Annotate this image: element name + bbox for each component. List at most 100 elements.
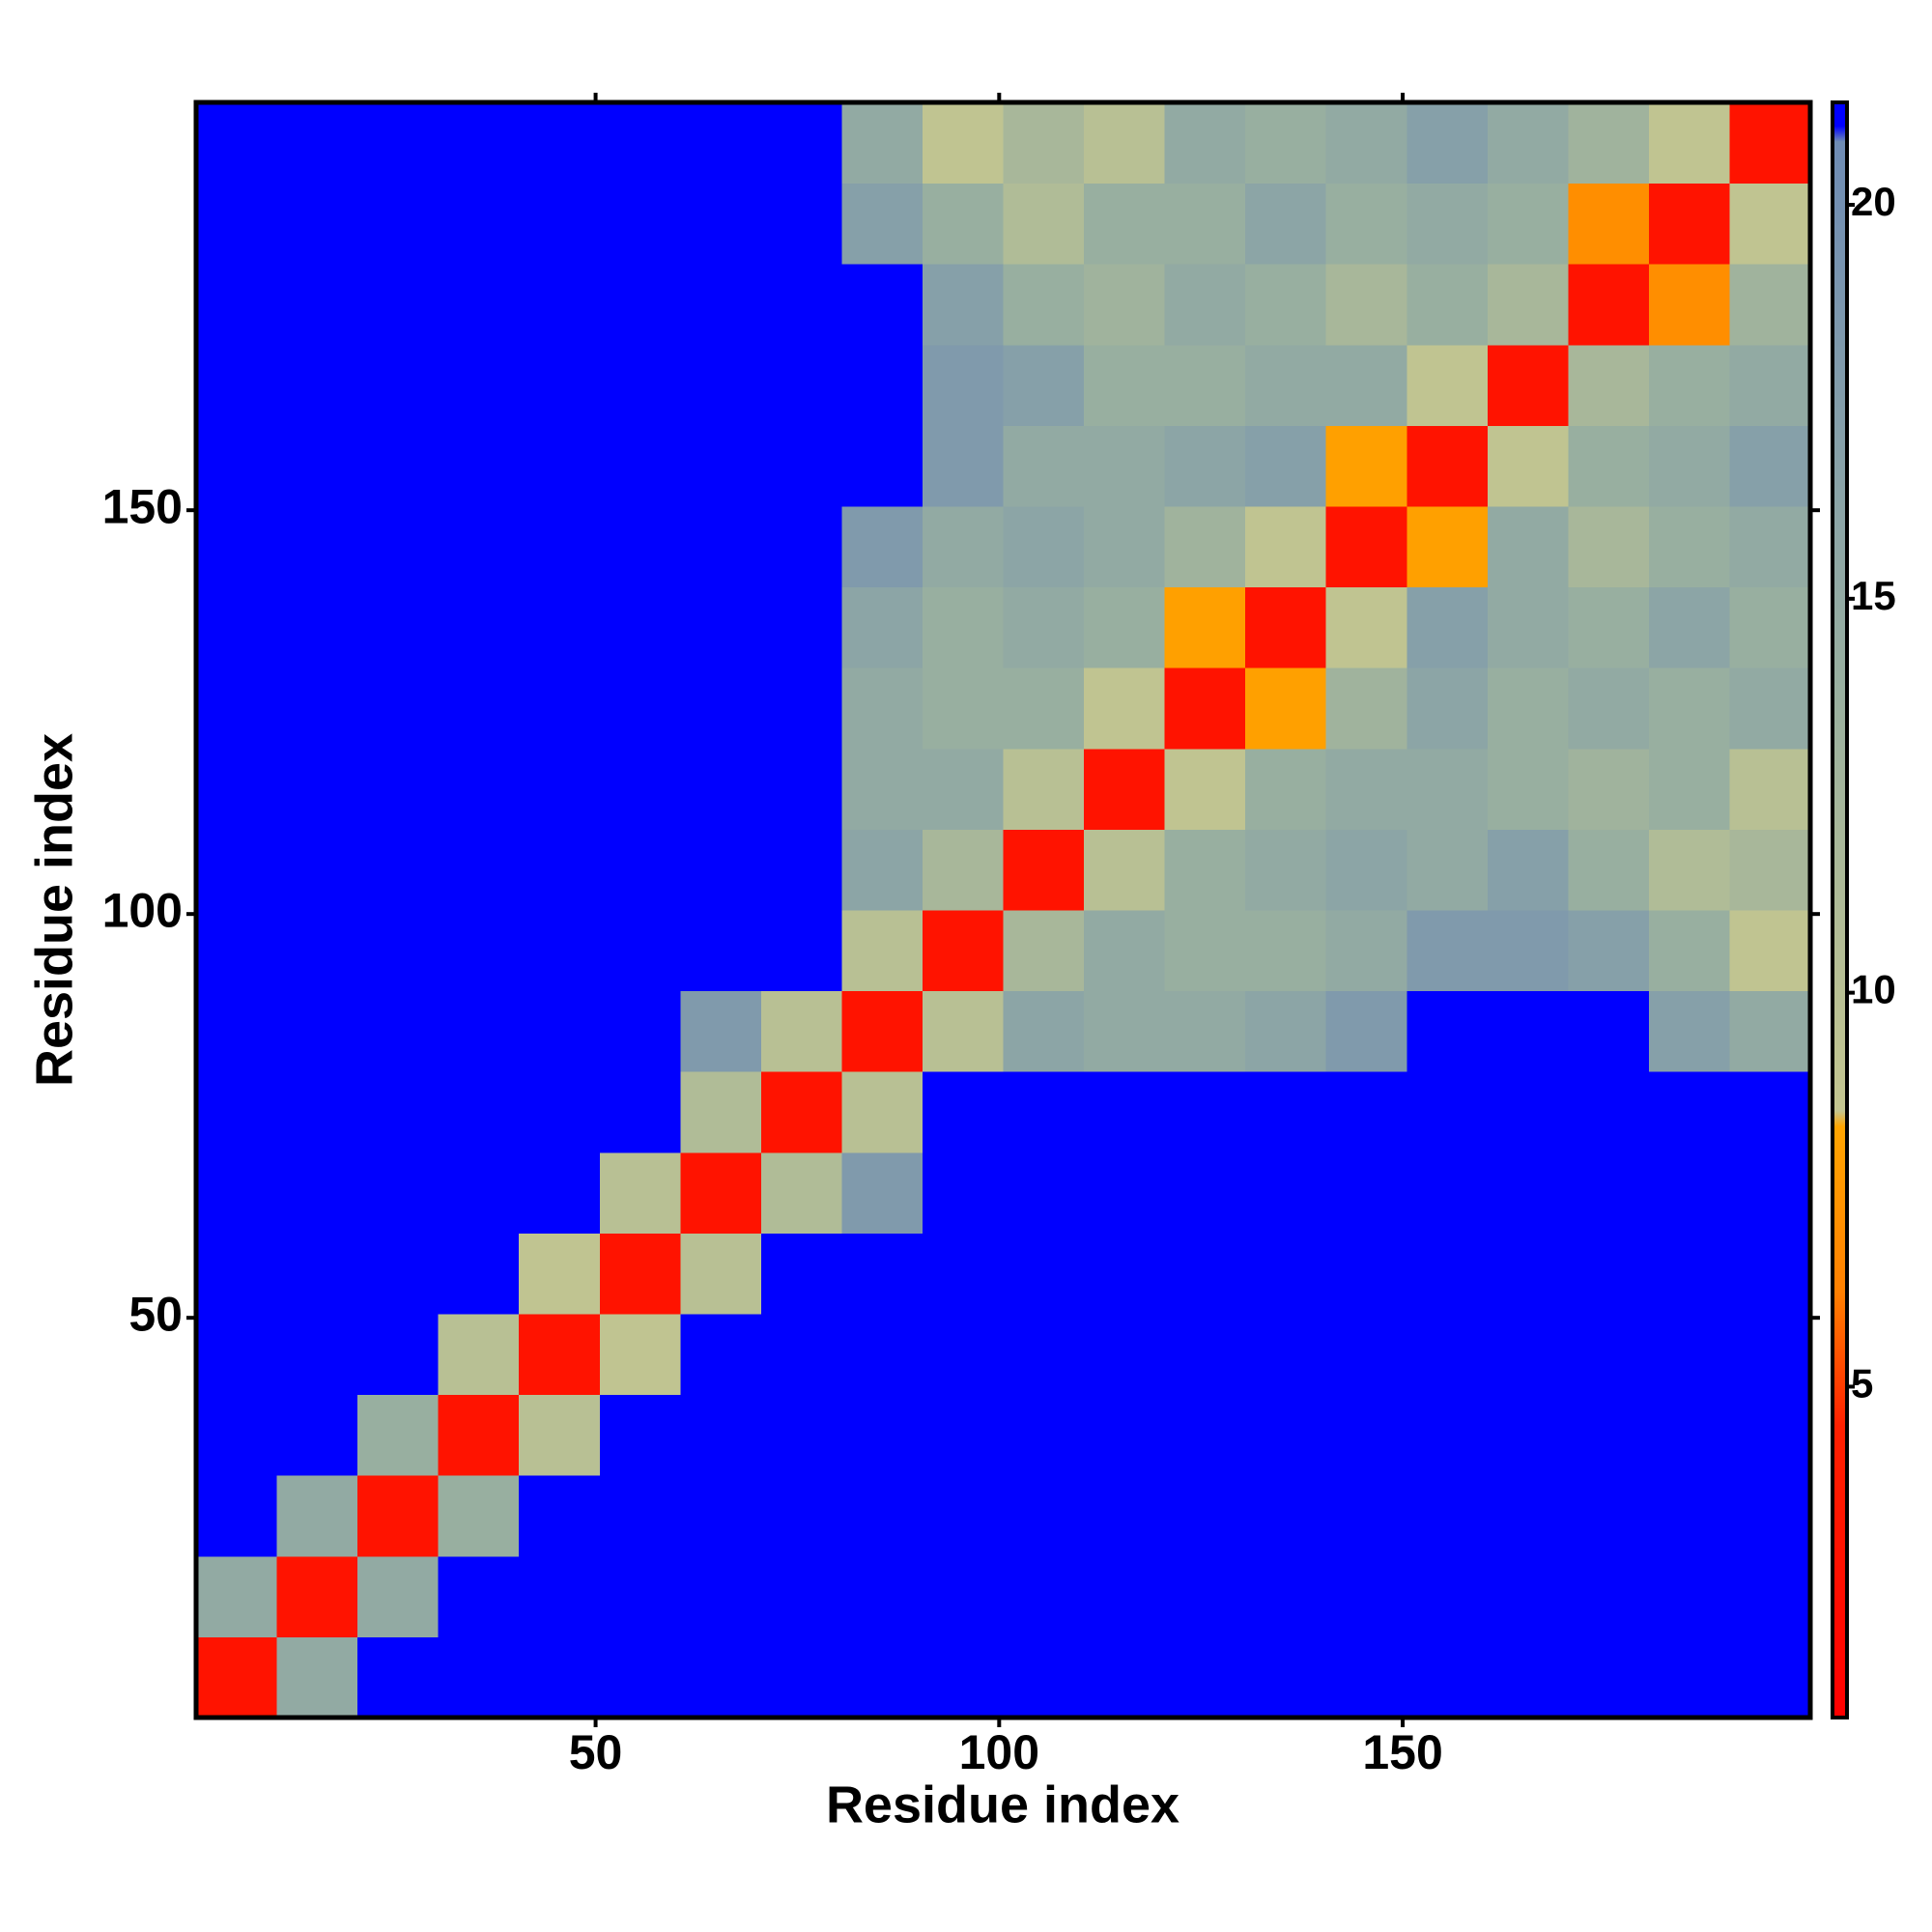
cell	[1729, 1233, 1811, 1315]
cell	[1245, 264, 1327, 346]
cell	[438, 829, 520, 911]
cell	[680, 1555, 762, 1637]
cell	[680, 264, 762, 346]
cell	[922, 1636, 1004, 1719]
cell	[1245, 183, 1327, 265]
x-axis-label: Residue index	[826, 1776, 1179, 1833]
cell	[1325, 506, 1407, 588]
cell	[438, 425, 520, 507]
cell	[1648, 668, 1730, 750]
cell	[1325, 1475, 1407, 1557]
cell	[1406, 829, 1489, 911]
cell	[1729, 1636, 1811, 1719]
cell	[196, 425, 278, 507]
cell	[1164, 1233, 1246, 1315]
cell	[1245, 748, 1327, 830]
y-axis-label: Residue index	[25, 733, 83, 1087]
cell	[1729, 586, 1811, 668]
cell	[760, 425, 842, 507]
cell	[1729, 1394, 1811, 1476]
cell	[922, 668, 1004, 750]
cell	[1568, 586, 1650, 668]
cell	[1003, 748, 1085, 830]
cell	[196, 668, 278, 750]
cell	[519, 1071, 601, 1153]
cell	[438, 1233, 520, 1315]
cell	[760, 829, 842, 911]
cell	[1003, 1394, 1085, 1476]
cell	[1487, 264, 1569, 346]
cell	[1406, 586, 1489, 668]
cell	[1648, 264, 1730, 346]
cell	[760, 1555, 842, 1637]
cell	[1164, 748, 1246, 830]
cell	[1084, 1555, 1166, 1637]
cell	[922, 748, 1004, 830]
cell	[922, 264, 1004, 346]
cell	[438, 586, 520, 668]
cell	[357, 586, 440, 668]
cell	[357, 1475, 440, 1557]
cell	[1325, 1394, 1407, 1476]
cell	[841, 1071, 923, 1153]
cell	[1406, 183, 1489, 265]
cell	[196, 748, 278, 830]
cell	[1003, 668, 1085, 750]
cell	[1648, 1233, 1730, 1315]
cell	[1084, 344, 1166, 426]
cell	[196, 506, 278, 588]
cell	[1164, 910, 1246, 992]
cell	[1648, 344, 1730, 426]
cell	[760, 506, 842, 588]
cell	[1487, 344, 1569, 426]
cell	[438, 748, 520, 830]
cell	[1084, 506, 1166, 588]
cell	[1084, 425, 1166, 507]
cell	[196, 586, 278, 668]
cell	[1568, 1475, 1650, 1557]
cell	[438, 1475, 520, 1557]
cell	[1729, 1555, 1811, 1637]
cell	[196, 1151, 278, 1234]
cell	[1003, 1636, 1085, 1719]
cell	[1648, 748, 1730, 830]
cell	[438, 910, 520, 992]
cell	[1487, 425, 1569, 507]
cell	[1164, 425, 1246, 507]
cell	[357, 1636, 440, 1719]
cell	[1568, 1314, 1650, 1396]
cell	[1325, 586, 1407, 668]
cell	[1406, 264, 1489, 346]
cell	[1003, 425, 1085, 507]
cell	[1245, 829, 1327, 911]
cell	[760, 264, 842, 346]
cell	[1487, 748, 1569, 830]
cell	[680, 183, 762, 265]
cell	[276, 425, 358, 507]
cell	[841, 102, 923, 185]
cell	[760, 990, 842, 1072]
cell	[276, 102, 358, 185]
cell	[357, 1394, 440, 1476]
cell	[1729, 506, 1811, 588]
cell	[1325, 102, 1407, 185]
cell	[1325, 425, 1407, 507]
cell	[1729, 910, 1811, 992]
cell	[922, 344, 1004, 426]
cell	[922, 1555, 1004, 1637]
cell	[1325, 1233, 1407, 1315]
cell	[1568, 102, 1650, 185]
cell	[1325, 910, 1407, 992]
cell	[922, 425, 1004, 507]
cell	[1164, 829, 1246, 911]
cell	[1245, 1233, 1327, 1315]
colorbar-tick-label: 15	[1851, 573, 1896, 618]
cell	[1164, 506, 1246, 588]
cell	[1245, 506, 1327, 588]
cell	[196, 829, 278, 911]
cell	[841, 1475, 923, 1557]
x-tick-label: 50	[569, 1725, 623, 1779]
cell	[599, 344, 681, 426]
axes: 50 100 150 50 100 150	[102, 93, 1820, 1779]
